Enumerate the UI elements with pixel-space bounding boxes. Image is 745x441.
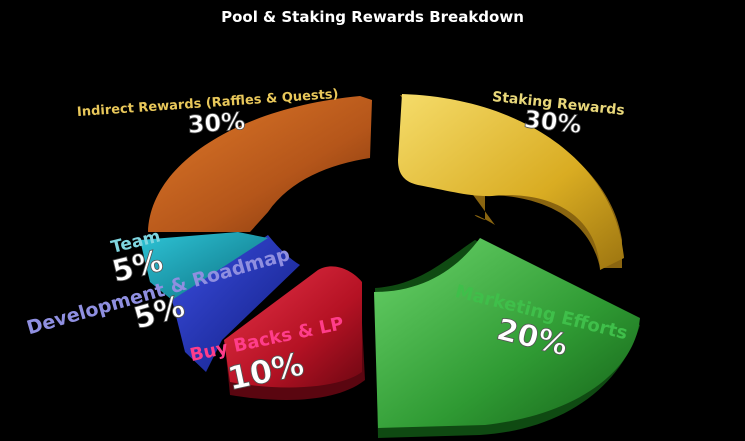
slice-marketing[interactable]	[374, 238, 640, 428]
slice-staking[interactable]	[398, 94, 624, 270]
slice-buy-backs[interactable]	[224, 266, 362, 388]
slice-development[interactable]	[172, 235, 300, 372]
pct-indirect-rewards: 30%	[187, 107, 246, 139]
slice-indirect-rewards[interactable]	[148, 96, 372, 232]
slice-team[interactable]	[140, 232, 268, 300]
pct-staking: 30%	[523, 105, 583, 139]
chart-title: Pool & Staking Rewards Breakdown	[221, 8, 524, 26]
